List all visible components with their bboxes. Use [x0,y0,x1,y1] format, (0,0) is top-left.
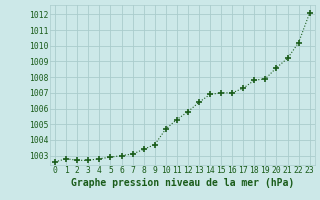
X-axis label: Graphe pression niveau de la mer (hPa): Graphe pression niveau de la mer (hPa) [71,178,294,188]
